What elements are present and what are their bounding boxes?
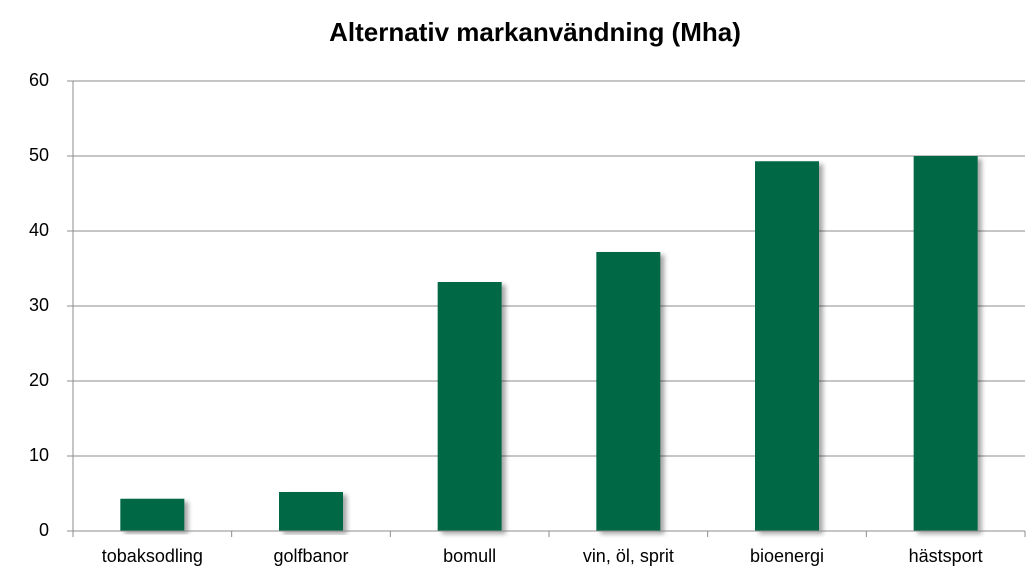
y-tick-label: 10 <box>29 445 49 465</box>
bar <box>596 252 661 531</box>
y-tick-label: 50 <box>29 145 49 165</box>
x-tick-label: bomull <box>443 546 496 566</box>
x-tick-label: hästsport <box>909 546 983 566</box>
y-tick-label: 20 <box>29 370 49 390</box>
x-tick-label: vin, öl, sprit <box>583 546 674 566</box>
y-tick-label: 0 <box>39 520 49 540</box>
y-tick-label: 60 <box>29 70 49 90</box>
bar <box>437 282 502 531</box>
x-tick-label: tobaksodling <box>102 546 203 566</box>
x-tick-label: bioenergi <box>750 546 824 566</box>
bar <box>755 161 819 531</box>
y-tick-label: 40 <box>29 220 49 240</box>
bar <box>279 492 343 531</box>
y-tick-label: 30 <box>29 295 49 315</box>
bar <box>913 156 978 531</box>
x-tick-label: golfbanor <box>273 546 348 566</box>
chart-title: Alternativ markanvändning (Mha) <box>329 17 741 47</box>
bar <box>120 498 185 531</box>
